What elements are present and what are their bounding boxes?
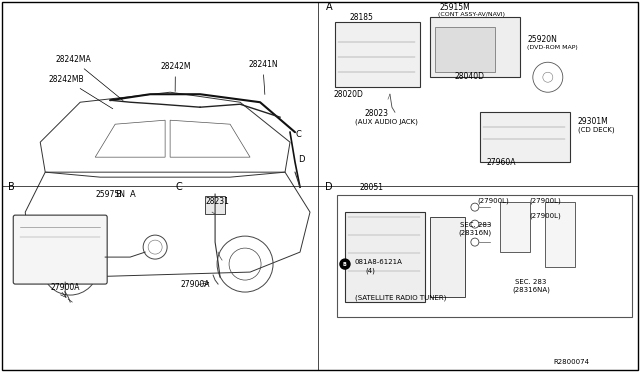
Text: (27900L): (27900L) — [530, 212, 561, 219]
Text: SEC. 283: SEC. 283 — [515, 279, 546, 285]
Text: 27900A: 27900A — [180, 280, 210, 289]
Text: 28242MA: 28242MA — [55, 55, 123, 100]
Text: (28316NA): (28316NA) — [513, 286, 550, 292]
Text: 28231: 28231 — [205, 197, 229, 206]
Bar — [345, 212, 425, 302]
Text: D: D — [298, 155, 305, 164]
FancyBboxPatch shape — [13, 215, 107, 284]
Text: 28242M: 28242M — [160, 62, 191, 92]
Text: 28242MB: 28242MB — [48, 75, 113, 109]
Text: 28040D: 28040D — [455, 72, 485, 81]
Text: C: C — [175, 182, 182, 192]
Text: 27900A: 27900A — [50, 283, 80, 292]
Text: C: C — [295, 130, 301, 139]
Text: 28241N: 28241N — [248, 60, 278, 94]
Text: 28020D: 28020D — [334, 90, 364, 99]
Text: (AUX AUDIO JACK): (AUX AUDIO JACK) — [355, 118, 418, 125]
Text: (4): (4) — [365, 267, 375, 273]
Text: 28185: 28185 — [350, 13, 374, 22]
Text: (27900L): (27900L) — [530, 197, 561, 203]
Text: (DVD-ROM MAP): (DVD-ROM MAP) — [527, 45, 577, 50]
Circle shape — [340, 259, 350, 269]
Text: 25920N: 25920N — [528, 35, 557, 44]
Text: 25915M: 25915M — [440, 3, 470, 12]
Bar — [337, 195, 632, 317]
Text: 29301M: 29301M — [578, 117, 609, 126]
Bar — [430, 17, 520, 77]
Text: 25975N: 25975N — [95, 190, 125, 199]
Text: (CD DECK): (CD DECK) — [578, 126, 614, 133]
Bar — [435, 27, 495, 72]
Text: (CONT ASSY-AV/NAVI): (CONT ASSY-AV/NAVI) — [438, 12, 505, 17]
Text: B: B — [343, 262, 347, 267]
Text: (28316N): (28316N) — [458, 229, 491, 235]
Text: R2800074: R2800074 — [554, 359, 590, 365]
Text: (SATELLITE RADIO TUNER): (SATELLITE RADIO TUNER) — [355, 294, 446, 301]
Text: A: A — [326, 2, 333, 12]
Text: 28051: 28051 — [360, 183, 384, 192]
Bar — [545, 202, 575, 267]
Bar — [335, 22, 420, 87]
Text: 28023: 28023 — [365, 109, 389, 118]
Text: 27960A: 27960A — [487, 158, 516, 167]
Text: B: B — [115, 190, 121, 199]
Bar — [430, 217, 465, 297]
Text: D: D — [325, 182, 333, 192]
Bar — [205, 196, 225, 214]
Bar — [480, 112, 570, 162]
Text: A: A — [130, 190, 136, 199]
Text: B: B — [8, 182, 15, 192]
Text: (27900L): (27900L) — [478, 197, 509, 203]
Bar — [500, 202, 530, 252]
Text: SEC. 283: SEC. 283 — [460, 222, 492, 228]
Text: 081A8-6121A: 081A8-6121A — [355, 259, 403, 265]
